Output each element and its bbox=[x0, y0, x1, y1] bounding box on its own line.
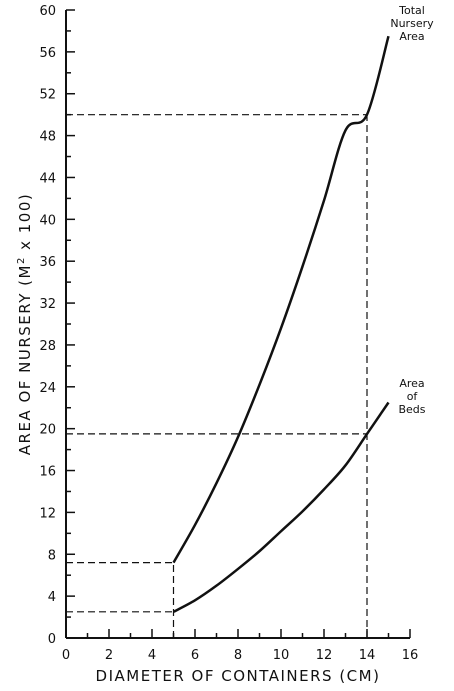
x-tick-label: 8 bbox=[234, 648, 242, 663]
y-tick-label: 60 bbox=[39, 4, 56, 19]
y-tick-label: 56 bbox=[39, 46, 56, 61]
y-tick-label: 20 bbox=[39, 423, 56, 438]
y-tick-label: 40 bbox=[39, 213, 56, 228]
x-tick-label: 12 bbox=[316, 648, 333, 663]
y-tick-label: 48 bbox=[39, 130, 56, 145]
y-tick-label: 24 bbox=[39, 381, 56, 396]
y-tick-label: 12 bbox=[39, 506, 56, 521]
y-tick-label: 16 bbox=[39, 465, 56, 480]
x-tick-label: 14 bbox=[359, 648, 376, 663]
y-tick-label: 4 bbox=[48, 590, 56, 605]
x-axis-title: DIAMETER OF CONTAINERS (CM) bbox=[96, 667, 381, 685]
area-of-beds-line bbox=[172, 401, 390, 613]
total-nursery-area-label: Total bbox=[398, 4, 425, 17]
area-of-beds-label: Beds bbox=[398, 403, 425, 416]
series-lines bbox=[172, 35, 390, 613]
y-tick-label: 28 bbox=[39, 339, 56, 354]
y-axis-title-superscript: 2 bbox=[16, 256, 27, 264]
x-tick-label: 10 bbox=[273, 648, 290, 663]
area-of-beds-label: of bbox=[407, 390, 419, 403]
y-axis-title: AREA OF NURSERY (M2 x 100) bbox=[16, 193, 34, 455]
y-tick-label: 52 bbox=[39, 88, 56, 103]
y-axis-title-main: AREA OF NURSERY (M bbox=[16, 264, 34, 455]
y-axis-title-tail: x 100) bbox=[16, 193, 34, 256]
total-nursery-area-label: Nursery bbox=[390, 17, 434, 30]
area-of-beds-label: Area bbox=[399, 377, 424, 390]
x-tick-label: 2 bbox=[105, 648, 113, 663]
x-tick-label: 16 bbox=[402, 648, 419, 663]
x-tick-label: 6 bbox=[191, 648, 199, 663]
y-tick-label: 44 bbox=[39, 171, 56, 186]
total-nursery-area-line bbox=[172, 35, 390, 564]
y-tick-label: 0 bbox=[48, 632, 56, 647]
reference-lines bbox=[66, 114, 368, 638]
tick-marks bbox=[65, 9, 411, 639]
y-tick-label: 36 bbox=[39, 255, 56, 270]
total-nursery-area-label: Area bbox=[399, 30, 424, 43]
y-tick-label: 8 bbox=[48, 548, 56, 563]
x-tick-label: 4 bbox=[148, 648, 156, 663]
x-tick-label: 0 bbox=[62, 648, 70, 663]
axes bbox=[65, 10, 410, 639]
y-tick-label: 32 bbox=[39, 297, 56, 312]
